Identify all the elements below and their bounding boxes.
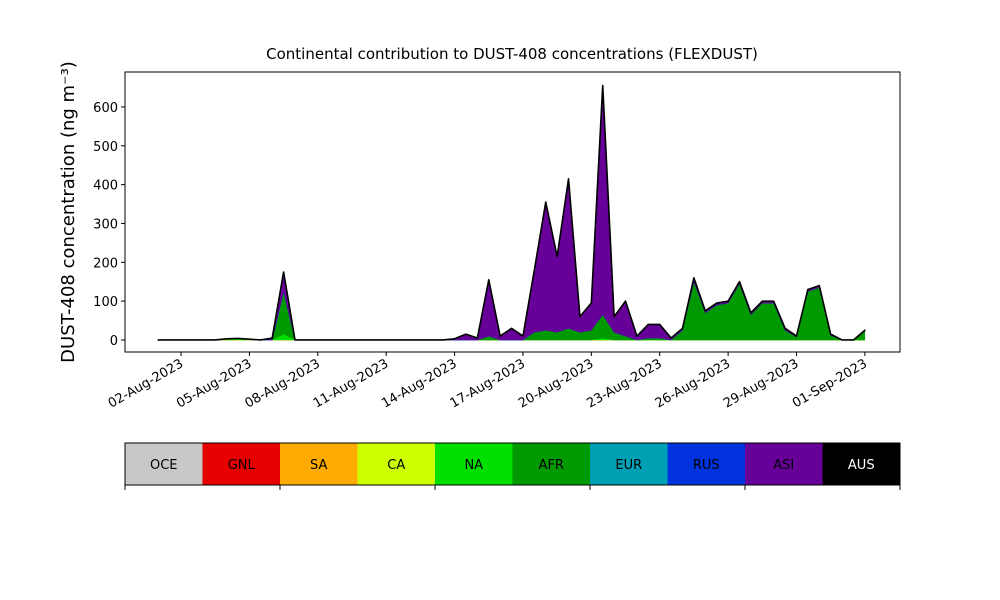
y-tick-label: 0 (110, 334, 118, 349)
legend-swatch (512, 443, 590, 485)
legend-swatch (745, 443, 823, 485)
x-tick-label: 20-Aug-2023 (516, 356, 596, 411)
y-tick-label: 200 (93, 256, 118, 271)
legend-swatch (822, 443, 900, 485)
legend-swatch (357, 443, 435, 485)
plot-frame (124, 71, 901, 353)
legend-swatch (590, 443, 668, 485)
chart-title: Continental contribution to DUST-408 con… (266, 45, 758, 63)
x-tick-label: 29-Aug-2023 (721, 356, 801, 411)
y-tick-label: 600 (93, 101, 118, 116)
legend-label: NA (464, 458, 483, 473)
area (158, 85, 866, 341)
legend-swatch (435, 443, 513, 485)
x-tick-label: 17-Aug-2023 (448, 356, 528, 411)
y-tick-label: 500 (93, 140, 118, 155)
legend-label: OCE (150, 458, 178, 473)
legend-swatch (125, 443, 203, 485)
legend-label: GNL (228, 458, 256, 473)
y-tick-label: 100 (93, 295, 118, 310)
x-tick-label: 08-Aug-2023 (242, 356, 322, 411)
legend-label: RUS (693, 458, 720, 473)
x-tick-label: 23-Aug-2023 (584, 356, 664, 411)
y-axis-title: DUST-408 concentration (ng m⁻³) (58, 61, 79, 363)
legend-frame (124, 442, 901, 486)
legend-label: AUS (848, 458, 875, 473)
legend-swatch (202, 443, 280, 485)
x-tick-label: 14-Aug-2023 (379, 356, 459, 411)
legend-swatch (667, 443, 745, 485)
legend-label: SA (310, 458, 327, 473)
legend-label: EUR (615, 458, 642, 473)
legend-label: AFR (539, 458, 564, 473)
x-tick-label: 11-Aug-2023 (311, 356, 391, 411)
legend-label: ASI (773, 458, 794, 473)
legend-label: CA (387, 458, 405, 473)
y-tick-label: 300 (93, 217, 118, 232)
x-tick-label: 26-Aug-2023 (653, 356, 733, 411)
x-tick-label: 05-Aug-2023 (174, 356, 254, 411)
y-tick-label: 400 (93, 179, 118, 194)
x-tick-label: 01-Sep-2023 (790, 356, 870, 411)
x-tick-label: 02-Aug-2023 (106, 356, 186, 411)
area (157, 84, 866, 341)
legend-swatch (280, 443, 358, 485)
